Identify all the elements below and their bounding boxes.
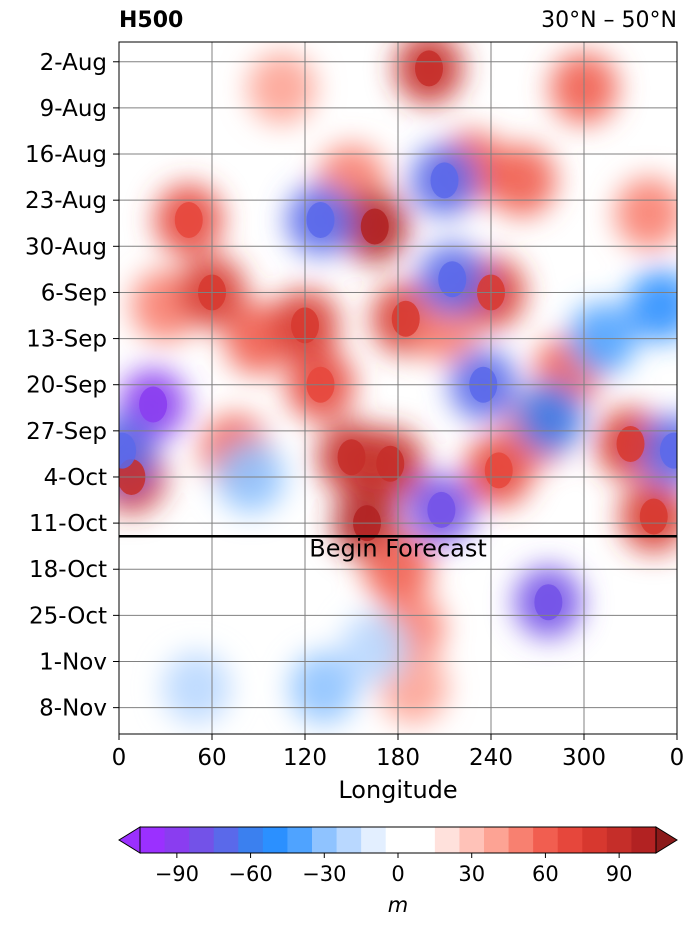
x-axis-label: Longitude xyxy=(338,776,457,804)
y-tick-label: 16-Aug xyxy=(25,142,107,168)
y-axis: 2-Aug 9-Aug 16-Aug 23-Aug 30-Aug 6-Sep 13-Sep 2… xyxy=(25,50,119,722)
anomaly-core xyxy=(119,432,137,469)
colorbar-segment xyxy=(361,827,387,853)
colorbar-segment xyxy=(262,827,288,853)
y-tick-label: 8-Nov xyxy=(39,696,107,722)
colorbar-tick-label: −30 xyxy=(302,862,346,886)
y-tick-label: 6-Sep xyxy=(41,280,107,306)
colorbar-segment xyxy=(434,827,460,853)
colorbar-segment xyxy=(459,827,485,853)
y-tick-label: 20-Sep xyxy=(26,373,107,399)
colorbar-segment xyxy=(533,827,559,853)
anomaly-blob xyxy=(488,144,556,217)
x-tick-label: 180 xyxy=(376,745,420,771)
anomaly-blob xyxy=(515,381,584,454)
anomaly-blob xyxy=(162,651,231,724)
forecast-annotation: Begin Forecast xyxy=(309,534,487,562)
y-tick-label: 27-Sep xyxy=(26,419,107,445)
x-axis: 0 60 120 180 240 300 0 xyxy=(112,734,685,771)
anomaly-core xyxy=(616,426,645,463)
anomaly-core xyxy=(337,439,366,476)
colorbar-segment xyxy=(631,827,657,853)
colorbar-segment xyxy=(164,827,190,853)
y-tick-label: 2-Aug xyxy=(40,50,107,76)
colorbar-segment xyxy=(582,827,608,853)
colorbar-segment xyxy=(336,827,362,853)
anomaly-core xyxy=(534,584,563,621)
y-tick-label: 9-Aug xyxy=(40,96,107,122)
x-tick-label: 0 xyxy=(112,745,127,771)
colorbar-tick-label: −60 xyxy=(228,862,272,886)
anomaly-blob xyxy=(340,612,409,685)
chart-title-left: H500 xyxy=(119,8,184,33)
colorbar-segment xyxy=(238,827,264,853)
colorbar-segment xyxy=(312,827,338,853)
anomaly-core xyxy=(438,261,467,298)
x-tick-label: 0 xyxy=(670,745,685,771)
y-tick-label: 13-Sep xyxy=(26,327,107,353)
colorbar-label: m xyxy=(388,893,408,917)
x-tick-label: 300 xyxy=(562,745,606,771)
colorbar-segment xyxy=(508,827,534,853)
colorbar-segment xyxy=(213,827,239,853)
anomaly-core xyxy=(139,386,168,423)
y-tick-label: 25-Oct xyxy=(29,603,107,629)
colorbar-segment xyxy=(606,827,632,853)
x-tick-label: 240 xyxy=(469,745,513,771)
anomaly-blob xyxy=(289,651,358,724)
anomaly-core xyxy=(360,208,389,245)
colorbar-segment xyxy=(189,827,215,853)
anomaly-core xyxy=(376,445,405,482)
y-tick-label: 30-Aug xyxy=(25,234,107,260)
y-tick-label: 11-Oct xyxy=(29,511,107,537)
colorbar-segment xyxy=(385,827,411,853)
y-tick-label: 1-Nov xyxy=(39,650,107,676)
anomaly-core xyxy=(659,432,677,469)
anomaly-field xyxy=(119,42,677,734)
x-tick-label: 60 xyxy=(197,745,226,771)
colorbar-tick-label: 30 xyxy=(458,862,485,886)
colorbar-tick-label: 0 xyxy=(391,862,404,886)
anomaly-blob xyxy=(639,414,677,487)
anomaly-core xyxy=(484,452,513,489)
anomaly-core xyxy=(415,50,443,87)
anomaly-core xyxy=(430,162,459,199)
anomaly-blob xyxy=(627,269,677,342)
x-tick-label: 120 xyxy=(283,745,327,771)
y-tick-label: 4-Oct xyxy=(44,465,107,491)
colorbar-segment xyxy=(140,827,166,853)
y-tick-label: 18-Oct xyxy=(29,557,107,583)
colorbar-tick-label: −90 xyxy=(155,862,199,886)
chart-title-right: 30°N – 50°N xyxy=(541,8,677,33)
colorbar-extend-high xyxy=(655,826,678,854)
anomaly-blob xyxy=(615,177,677,250)
colorbar-segment xyxy=(287,827,313,853)
colorbar-tick-label: 90 xyxy=(606,862,633,886)
colorbar-tick-label: 60 xyxy=(532,862,559,886)
y-tick-label: 23-Aug xyxy=(25,188,107,214)
colorbar-extend-low xyxy=(118,826,141,854)
anomaly-blob xyxy=(247,52,316,125)
anomaly-core xyxy=(427,491,456,528)
colorbar-segment xyxy=(557,827,583,853)
anomaly-core xyxy=(639,498,668,535)
anomaly-core xyxy=(306,201,335,238)
forecast-marker: Begin Forecast xyxy=(119,534,677,562)
colorbar-segment xyxy=(410,827,436,853)
anomaly-core xyxy=(174,201,203,238)
anomaly-core xyxy=(391,300,420,337)
colorbar: −90 −60 −30 0 30 60 90 m xyxy=(118,826,678,917)
colorbar-segment xyxy=(484,827,510,853)
